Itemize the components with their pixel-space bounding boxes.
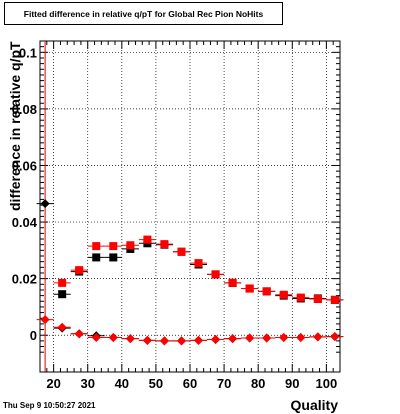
data-point (313, 295, 322, 304)
x-tick-label: 50 (149, 376, 163, 391)
x-tick-label: 80 (251, 376, 265, 391)
x-tick-label: 20 (46, 376, 60, 391)
y-tick-label: 0.1 (19, 45, 37, 60)
data-point (262, 287, 271, 296)
data-point (245, 333, 255, 343)
data-points (36, 199, 344, 346)
data-point (91, 332, 101, 342)
data-point (177, 247, 186, 256)
data-point (176, 336, 186, 346)
data-point (159, 336, 169, 346)
x-tick-label: 30 (80, 376, 94, 391)
data-point (126, 241, 135, 250)
data-point (142, 335, 152, 345)
data-point (109, 253, 118, 262)
axes (39, 40, 341, 373)
data-point (75, 266, 84, 275)
data-point (58, 290, 67, 299)
timestamp: Thu Sep 9 10:50:27 2021 (3, 401, 96, 410)
data-point (211, 270, 220, 279)
data-point (109, 242, 118, 251)
data-point (160, 240, 169, 249)
data-point (228, 278, 237, 287)
x-tick-label: 90 (285, 376, 299, 391)
y-tick-label: 0 (30, 328, 37, 343)
y-tick-label: 0.08 (12, 102, 37, 117)
y-tick-label: 0.02 (12, 272, 37, 287)
data-point (296, 332, 306, 342)
data-point (330, 295, 339, 304)
y-axis-label: difference in relative q/pT (7, 41, 23, 211)
data-point (40, 199, 50, 209)
x-tick-label: 60 (183, 376, 197, 391)
data-point (92, 253, 101, 262)
data-point (194, 335, 204, 345)
data-point (330, 332, 340, 342)
x-tick-label: 40 (115, 376, 129, 391)
data-point (313, 332, 323, 342)
data-point (74, 329, 84, 339)
data-point (279, 332, 289, 342)
data-point (279, 290, 288, 299)
tick-labels: 20 30 40 50 60 70 80 90 100 0 0.02 0.04 0.06 0.08 0.1 (12, 45, 338, 391)
data-point (58, 278, 67, 287)
data-point (92, 242, 101, 251)
grid (40, 41, 340, 372)
x-tick-label: 100 (316, 376, 338, 391)
data-point (108, 332, 118, 342)
x-tick-label: 70 (217, 376, 231, 391)
data-point (57, 322, 67, 332)
data-point (125, 334, 135, 344)
y-tick-label: 0.04 (12, 215, 38, 230)
data-point (211, 334, 221, 344)
data-point (40, 315, 50, 325)
data-point (194, 259, 203, 268)
data-point (262, 333, 272, 343)
y-tick-label: 0.06 (12, 158, 37, 173)
data-point (228, 334, 238, 344)
data-point (143, 235, 152, 244)
x-axis-label: Quality (291, 397, 339, 413)
data-point (296, 293, 305, 302)
chart-title: Fitted difference in relative q/pT for G… (4, 2, 283, 25)
data-point (245, 284, 254, 293)
